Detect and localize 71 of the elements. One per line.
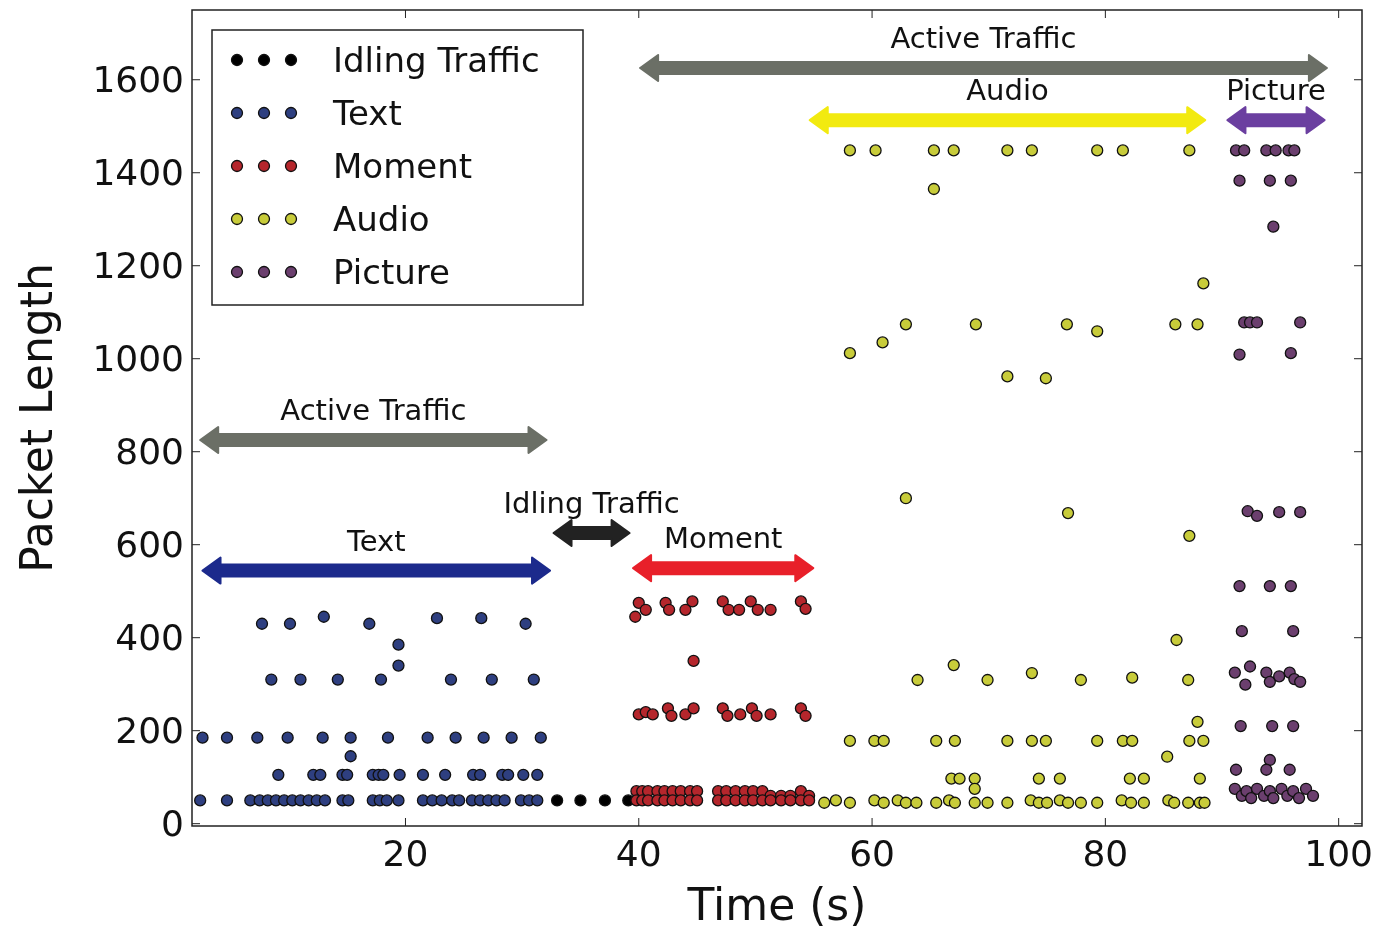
x-tick-label: 80 xyxy=(1082,833,1129,874)
point xyxy=(1235,625,1248,638)
point xyxy=(1294,316,1307,329)
point xyxy=(1245,791,1258,805)
x-tick-label: 20 xyxy=(382,833,429,874)
y-tick-label: 400 xyxy=(115,617,184,659)
point xyxy=(1284,579,1297,593)
point xyxy=(1233,579,1246,593)
point xyxy=(1284,174,1297,187)
point xyxy=(1250,509,1264,523)
point xyxy=(1267,791,1280,805)
legend-label: Moment xyxy=(333,145,473,186)
point xyxy=(1273,670,1286,683)
legend-label: Text xyxy=(332,92,402,133)
annotation: Active Traffic xyxy=(280,393,467,428)
point xyxy=(550,794,564,807)
y-tick-label: 1200 xyxy=(92,245,184,287)
annotation: Picture xyxy=(1226,73,1326,108)
x-tick-label: 100 xyxy=(1304,833,1374,874)
legend-label: Picture xyxy=(333,251,450,292)
point xyxy=(1287,625,1300,638)
point xyxy=(1263,753,1276,767)
x-tick-label: 40 xyxy=(615,833,662,874)
point xyxy=(1267,220,1280,233)
annotation: Audio xyxy=(966,73,1049,108)
point xyxy=(1292,791,1306,805)
point xyxy=(1234,719,1247,733)
point xyxy=(1233,348,1246,361)
point xyxy=(1299,782,1313,795)
point xyxy=(1250,782,1264,795)
annotation: Active Traffic xyxy=(890,20,1077,55)
x-tick-label: 60 xyxy=(849,833,895,874)
y-tick-label: 800 xyxy=(115,431,184,473)
point xyxy=(1266,719,1279,733)
point xyxy=(1263,579,1276,593)
y-tick-label: 1600 xyxy=(92,59,184,101)
annotation: Idling Traffic xyxy=(503,486,680,521)
point xyxy=(1294,675,1307,688)
point xyxy=(1263,675,1276,688)
annotation: Text xyxy=(345,523,406,558)
point xyxy=(1228,782,1241,795)
y-axis-title: Packet Length xyxy=(11,263,62,573)
point xyxy=(574,794,587,807)
point xyxy=(1241,505,1254,518)
point xyxy=(1287,719,1300,733)
point xyxy=(1263,174,1276,187)
point xyxy=(1243,660,1257,673)
point xyxy=(598,794,612,807)
x-axis-title: Time (s) xyxy=(686,879,867,928)
annotation: Moment xyxy=(663,521,783,556)
point xyxy=(1306,789,1320,802)
point xyxy=(1283,763,1296,776)
legend-label: Audio xyxy=(333,198,430,239)
point xyxy=(1238,144,1251,157)
point xyxy=(1284,347,1297,360)
point xyxy=(1288,144,1301,157)
point xyxy=(1273,506,1286,519)
point xyxy=(1260,763,1273,776)
y-tick-label: 200 xyxy=(115,710,184,752)
point xyxy=(1228,666,1241,679)
y-tick-label: 0 xyxy=(161,803,184,845)
point xyxy=(1294,506,1307,519)
y-tick-label: 600 xyxy=(115,524,184,566)
point xyxy=(1233,174,1246,187)
y-tick-label: 1000 xyxy=(92,338,184,380)
point xyxy=(1239,678,1252,691)
y-tick-label: 1400 xyxy=(92,152,184,194)
legend-label: Idling Traffic xyxy=(333,39,540,80)
point xyxy=(1250,316,1264,329)
point xyxy=(1269,144,1282,157)
point xyxy=(1229,763,1243,776)
